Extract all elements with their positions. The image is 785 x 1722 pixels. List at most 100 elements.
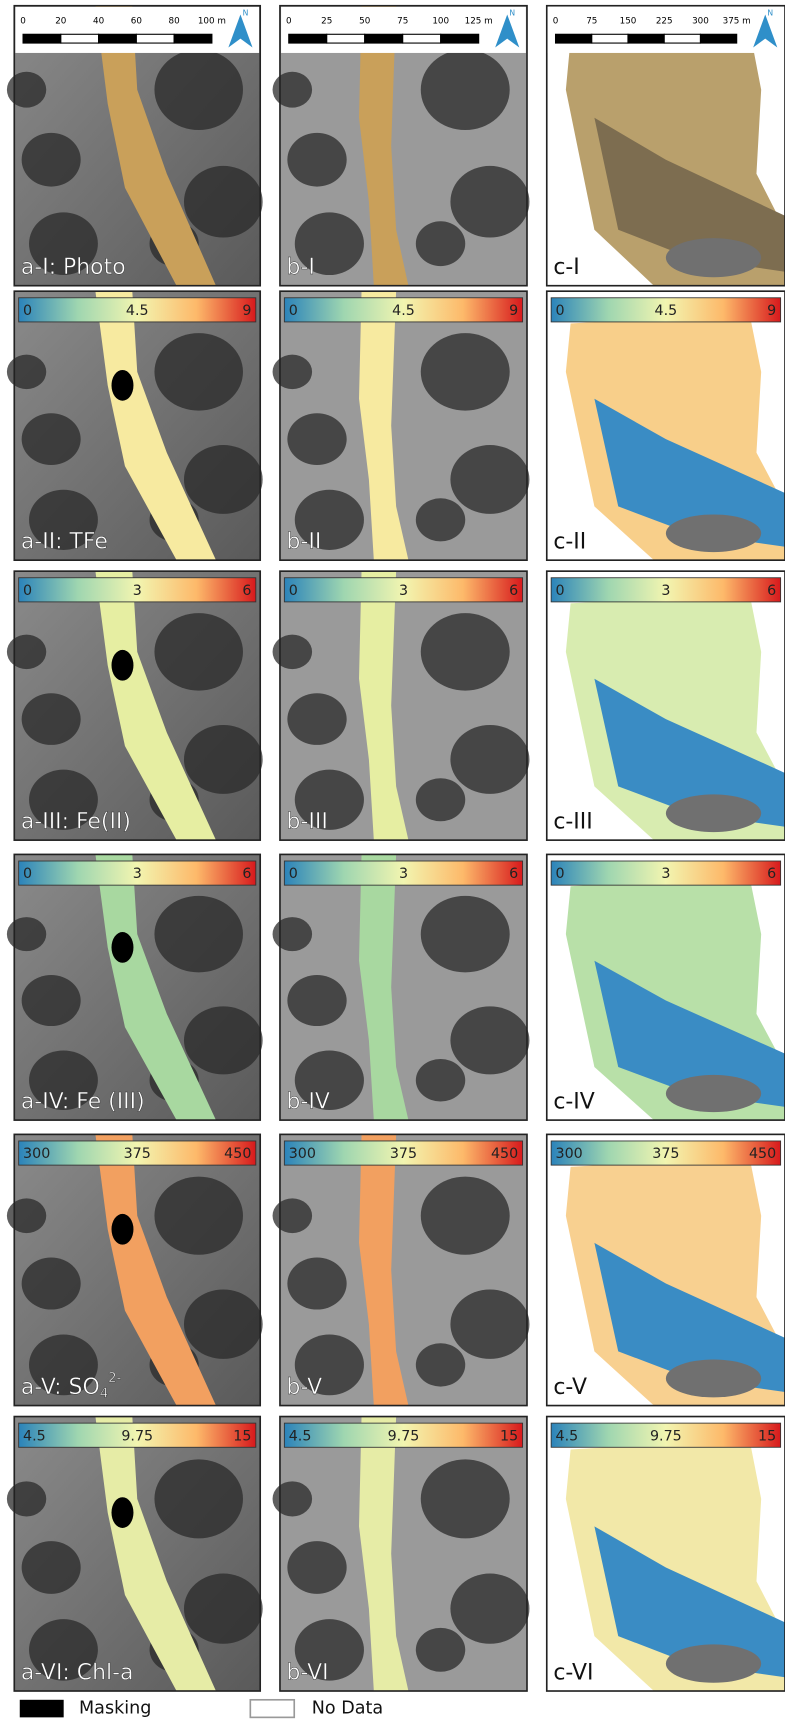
scale-label: 40 xyxy=(93,17,104,27)
colorbar-label: 0 xyxy=(556,866,565,882)
label-superscript: 2- xyxy=(108,1371,121,1386)
map-panel: 4.59.7515c-VI xyxy=(547,1417,785,1691)
colorbar-label: 0 xyxy=(289,303,298,319)
masking xyxy=(112,650,134,681)
tree-cover xyxy=(273,635,313,669)
colorbar-label: 3 xyxy=(399,866,408,882)
colorbar-label: 300 xyxy=(23,1146,50,1162)
map-panel: 04.59b-II xyxy=(273,291,530,560)
tree-cover xyxy=(154,1459,243,1538)
tree-cover xyxy=(421,1459,510,1538)
map-panel: 04.59a-II: TFe xyxy=(7,291,263,560)
panel-label: a-IV: Fe (III) xyxy=(21,1090,145,1115)
masking xyxy=(112,1214,134,1245)
label-text: a-V: SO xyxy=(21,1375,100,1400)
scale-segment xyxy=(174,34,212,43)
panel-label: c-I xyxy=(553,255,579,280)
colorbar-label: 6 xyxy=(767,583,776,599)
colorbar-label: 6 xyxy=(509,583,518,599)
scale-label: 100 m xyxy=(198,17,226,27)
tree-cover xyxy=(184,445,263,514)
map-panel: 0255075100125 mNb-I xyxy=(273,6,530,286)
tree-cover xyxy=(154,1177,243,1255)
tree-cover xyxy=(450,1006,529,1074)
map-panel: 300375450c-V xyxy=(547,1134,785,1405)
scale-label: 50 xyxy=(359,17,370,27)
vegetation xyxy=(666,794,761,832)
tree-cover xyxy=(7,635,46,669)
panel-label: c-V xyxy=(553,1375,587,1400)
panel-label: b-VI xyxy=(287,1660,329,1685)
tree-cover xyxy=(273,355,313,389)
tree-cover xyxy=(450,1574,529,1644)
figure: 020406080100 mNa-I: Photo0255075100125 m… xyxy=(0,0,785,1722)
scale-segment xyxy=(99,34,137,43)
scale-segment xyxy=(136,34,174,43)
panel-label: c-III xyxy=(553,810,592,835)
panel-label: a-III: Fe(II) xyxy=(21,810,131,835)
label-subscript: 4 xyxy=(100,1386,108,1401)
scale-strip xyxy=(548,7,784,53)
scale-segment xyxy=(441,34,479,43)
tree-cover xyxy=(421,333,510,410)
colorbar-label: 4.5 xyxy=(655,303,678,319)
scale-label: 75 xyxy=(586,17,597,27)
tree-cover xyxy=(421,49,510,130)
colorbar-label: 450 xyxy=(491,1146,518,1162)
map-panel: 036c-IV xyxy=(547,854,785,1120)
colorbar-label: 375 xyxy=(390,1146,417,1162)
colorbar-label: 0 xyxy=(556,583,565,599)
colorbar-label: 450 xyxy=(749,1146,776,1162)
tree-cover xyxy=(287,693,346,745)
tree-cover xyxy=(154,49,243,130)
vegetation xyxy=(666,1644,761,1682)
colorbar-label: 3 xyxy=(661,866,670,882)
vegetation xyxy=(666,514,761,552)
tree-cover xyxy=(273,1481,313,1516)
tree-cover xyxy=(416,778,465,821)
tree-cover xyxy=(287,1541,346,1594)
colorbar-label: 4.5 xyxy=(556,1428,579,1444)
scale-segment xyxy=(61,34,99,43)
colorbar-label: 6 xyxy=(242,866,251,882)
tree-cover xyxy=(22,693,81,745)
tree-cover xyxy=(273,917,313,951)
scale-label: 375 m xyxy=(723,17,751,27)
masking xyxy=(112,370,134,401)
legend-label: Masking xyxy=(79,1699,151,1719)
masking xyxy=(112,1497,134,1528)
tree-cover xyxy=(421,1177,510,1255)
colorbar-label: 9 xyxy=(767,303,776,319)
tree-cover xyxy=(184,725,263,794)
scale-label: 225 xyxy=(656,17,673,27)
map-panel: 4.59.7515a-VI: Chl-a xyxy=(7,1417,263,1691)
colorbar-label: 4.5 xyxy=(126,303,149,319)
map-panel: 036a-IV: Fe (III) xyxy=(7,854,263,1120)
masking xyxy=(112,932,134,963)
colorbar-label: 3 xyxy=(133,866,142,882)
panel-label: a-II: TFe xyxy=(21,530,108,555)
scale-label: 0 xyxy=(20,17,26,27)
panel-label: a-I: Photo xyxy=(21,255,126,280)
scale-label: 300 xyxy=(692,17,709,27)
scale-label: 150 xyxy=(620,17,637,27)
tree-cover xyxy=(287,413,346,465)
colorbar-label: 3 xyxy=(399,583,408,599)
colorbar-label: 9.75 xyxy=(388,1428,420,1444)
scale-segment xyxy=(592,34,628,43)
tree-cover xyxy=(287,1257,346,1309)
colorbar-label: 6 xyxy=(767,866,776,882)
panel-label: b-V xyxy=(287,1375,323,1400)
scale-segment xyxy=(556,34,592,43)
panel-label: c-II xyxy=(553,530,586,555)
tree-cover xyxy=(287,975,346,1026)
vegetation xyxy=(666,1359,761,1397)
colorbar-label: 3 xyxy=(661,583,670,599)
tree-cover xyxy=(22,1541,81,1594)
colorbar-label: 450 xyxy=(224,1146,251,1162)
legend-swatch xyxy=(250,1700,294,1718)
panel-label: b-III xyxy=(287,810,328,835)
panel-label: c-VI xyxy=(553,1660,593,1685)
